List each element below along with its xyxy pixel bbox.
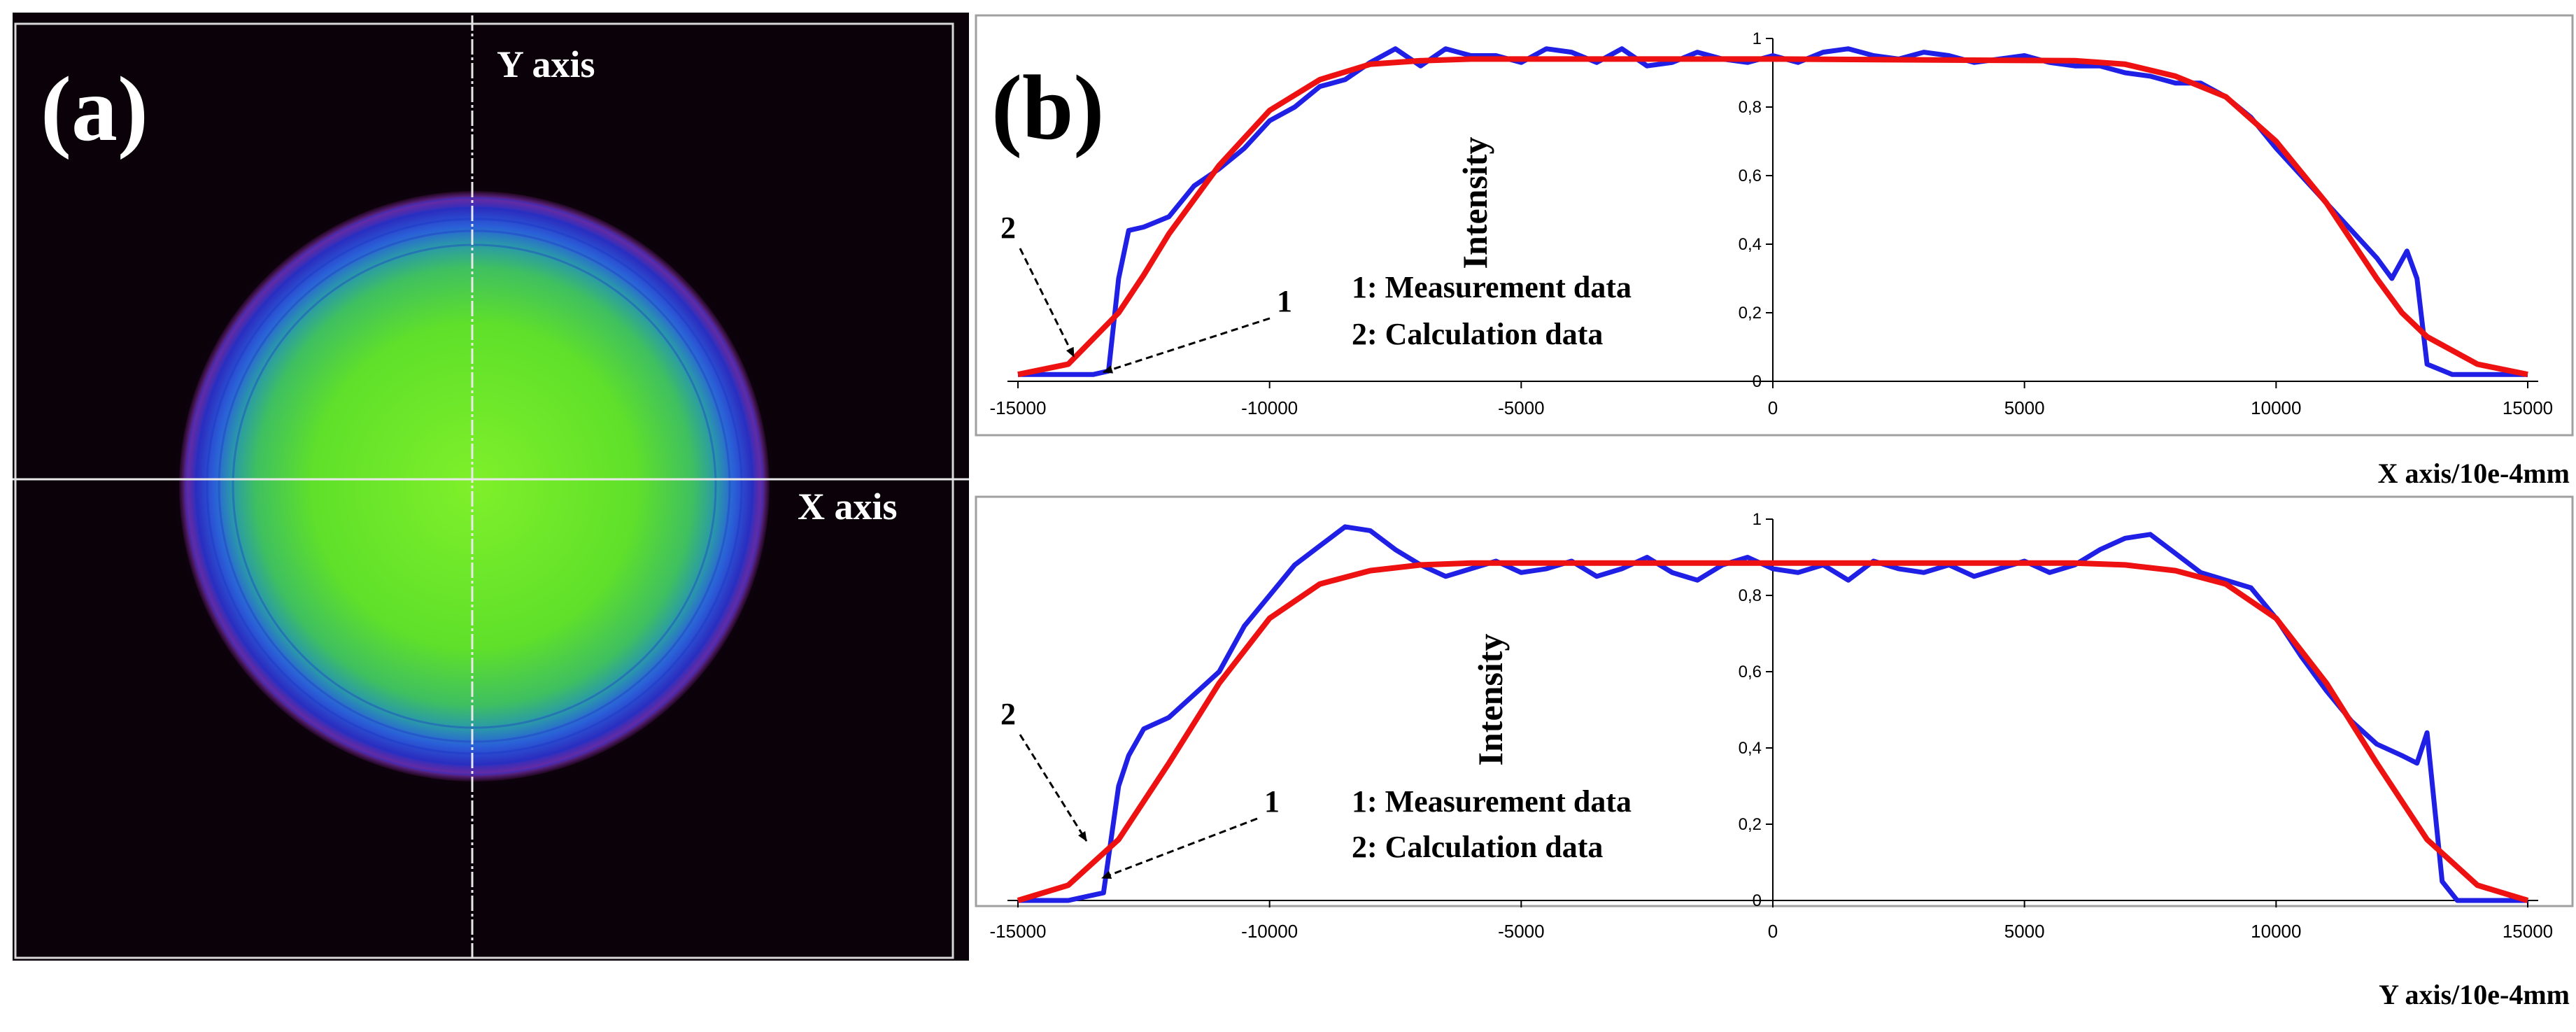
x-axis-title: Y axis/10e-4mm	[2379, 979, 2570, 1010]
x-tick-label: 10000	[2251, 397, 2301, 418]
x-tick-label: -15000	[990, 921, 1047, 942]
legend-measurement: 1: Measurement data	[1352, 784, 1632, 819]
x-tick-label: 0	[1768, 921, 1778, 942]
chart-frame	[975, 14, 2574, 437]
annotation-label-2: 2	[1000, 211, 1016, 245]
legend-measurement: 1: Measurement data	[1352, 270, 1632, 304]
annotation-label-1: 1	[1277, 284, 1292, 318]
beam-profile-panel: (a) Y axis X axis	[13, 13, 969, 961]
calculation-data-line	[1017, 560, 2529, 903]
y-tick-label: 0,6	[1739, 663, 1762, 681]
x-tick-label: 0	[1768, 397, 1778, 418]
beam-spot	[179, 191, 770, 782]
x-tick-label: 15000	[2503, 397, 2553, 418]
x-tick-label: 5000	[2004, 397, 2045, 418]
x-tick-label: -10000	[1241, 397, 1298, 418]
annotation-label-2: 2	[1000, 697, 1016, 731]
x-axis-title: X axis/10e-4mm	[2378, 458, 2570, 489]
x-tick-label: -15000	[990, 397, 1047, 418]
y-tick-label: 0,4	[1739, 739, 1762, 758]
annotation-label-1: 1	[1264, 784, 1280, 819]
x-tick-label: 15000	[2503, 921, 2553, 942]
annotation-arrow-1	[1103, 317, 1271, 374]
y-axis-title: Intensity	[1455, 137, 1494, 269]
y-axis-title: Intensity	[1471, 634, 1510, 766]
annotation-arrow-2	[1019, 734, 1088, 842]
y-tick-label: 0	[1753, 891, 1762, 910]
intensity-profiles-panel: (b) 0 0,2 0,4 0,6 0,8 1 -15000 -10000 -5000 0 5000…	[975, 14, 2574, 1010]
x-tick-label: 10000	[2251, 921, 2301, 942]
y-profile-chart: 0 0,2 0,4 0,6 0,8 1 -15000 -10000 -5000 0 5000 1000…	[975, 495, 2574, 1010]
annotation-arrow-2	[1019, 248, 1075, 358]
y-tick-label: 1	[1753, 510, 1762, 529]
calculation-data-line	[1017, 56, 2528, 378]
x-axis-label: X axis	[798, 486, 898, 528]
y-axis-label: Y axis	[497, 43, 595, 85]
y-tick-label: 1	[1753, 29, 1762, 48]
y-tick-label: 0,2	[1739, 304, 1762, 323]
annotation-arrow-1	[1101, 817, 1258, 879]
image-frame	[14, 22, 954, 959]
y-tick-label: 0,4	[1739, 235, 1762, 254]
x-tick-label: 5000	[2004, 921, 2045, 942]
x-tick-label: -10000	[1241, 921, 1298, 942]
legend-calculation: 2: Calculation data	[1352, 317, 1603, 351]
legend-calculation: 2: Calculation data	[1352, 830, 1603, 864]
beam-rings	[185, 197, 764, 776]
y-tick-label: 0,2	[1739, 815, 1762, 834]
x-profile-chart: 0 0,2 0,4 0,6 0,8 1 -15000 -10000 -5000 0 5000 1000…	[975, 14, 2574, 489]
y-tick-label: 0,8	[1739, 98, 1762, 117]
y-tick-label: 0	[1753, 372, 1762, 391]
measurement-data-line	[1018, 524, 2528, 903]
measurement-data-line	[1018, 46, 2528, 377]
y-tick-label: 0,8	[1739, 586, 1762, 605]
chart-frame	[975, 495, 2574, 907]
y-tick-label: 0,6	[1739, 167, 1762, 185]
panel-b-label: (b)	[991, 56, 1104, 159]
x-tick-label: -5000	[1498, 921, 1545, 942]
x-tick-label: -5000	[1498, 397, 1545, 418]
panel-a-label: (a)	[41, 57, 148, 160]
